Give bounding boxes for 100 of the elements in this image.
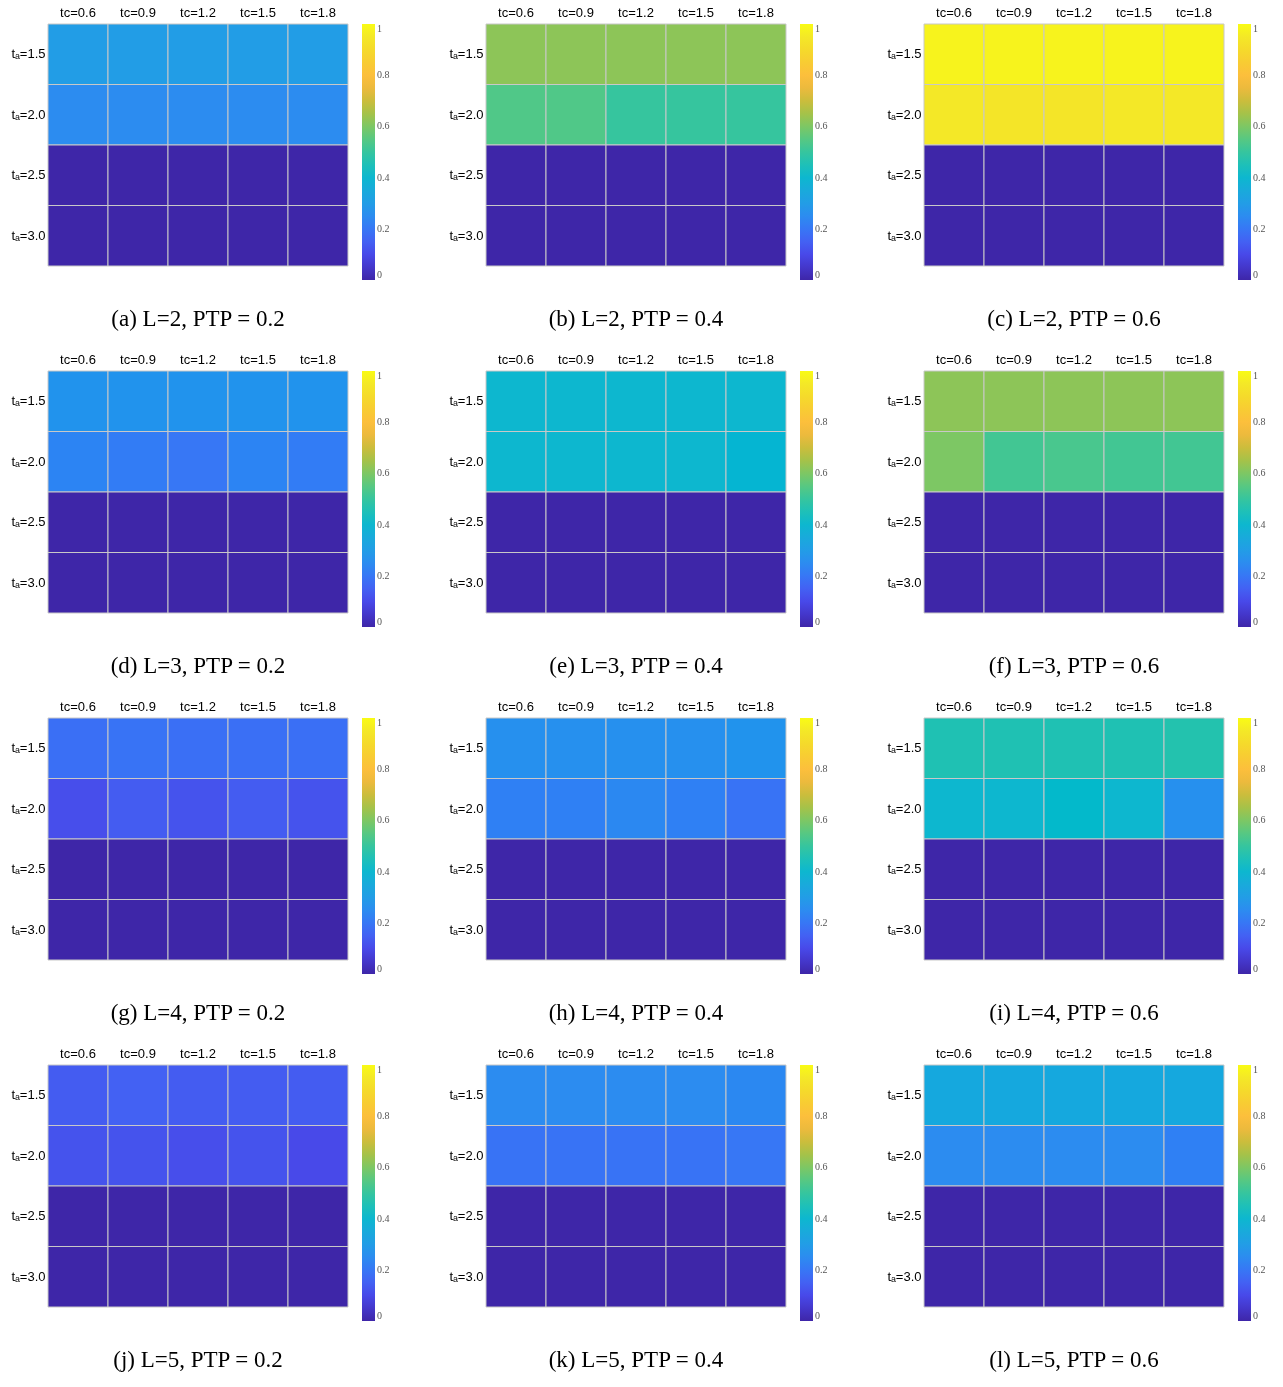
color-bar-label: 0.2 (1253, 222, 1266, 234)
color-bar-label: 0.6 (1253, 814, 1266, 826)
x-tick-label: tc=1.8 (738, 351, 774, 367)
y-tick-label: tₐ=1.5 (11, 740, 46, 756)
y-tick-label: tₐ=2.0 (449, 453, 484, 469)
y-tick-label: tₐ=2.0 (887, 800, 922, 816)
y-tick-label: tₐ=2.0 (887, 453, 922, 469)
color-bar-label: 0.4 (1253, 171, 1266, 183)
y-tick-label: tₐ=1.5 (887, 46, 922, 62)
color-bar-label: 0.8 (1253, 69, 1266, 81)
x-tick-label: tc=0.9 (558, 351, 594, 367)
color-bar-label: 1 (1253, 717, 1258, 728)
y-tick-label: tₐ=2.0 (887, 106, 922, 122)
color-bar-label: 0.6 (377, 814, 390, 826)
x-tick-label: tc=0.6 (936, 4, 972, 20)
color-bar-label: 0.6 (1253, 1161, 1266, 1173)
color-bar-label: 0.2 (815, 1263, 828, 1275)
x-tick-label: tc=1.2 (180, 1045, 216, 1061)
text: (l) L=5, PTP = 0.6 (989, 1347, 1159, 1372)
color-bar-label: 0.8 (815, 69, 828, 81)
color-bar-label: 0 (1253, 963, 1258, 974)
color-bar-label: 0 (815, 1310, 820, 1321)
color-bar-label: 1 (377, 717, 382, 728)
color-bar-label: 0.6 (377, 1161, 390, 1173)
y-tick-label: tₐ=3.0 (11, 921, 46, 937)
y-tick-label: tₐ=1.5 (449, 46, 484, 62)
y-tick-label: tₐ=3.0 (449, 1268, 484, 1284)
color-bar-label: 0.8 (377, 416, 390, 428)
x-tick-label: tc=0.9 (996, 4, 1032, 20)
text: (f) L=3, PTP = 0.6 (988, 653, 1160, 678)
x-tick-label: tc=0.6 (936, 1045, 972, 1061)
x-tick-label: tc=0.9 (120, 1045, 156, 1061)
y-tick-label: tₐ=3.0 (887, 921, 922, 937)
text: (g) L=4, PTP = 0.2 (110, 1000, 286, 1025)
color-bar-label: 0.4 (815, 1212, 828, 1224)
color-bar-label: 0.8 (815, 1110, 828, 1122)
x-tick-label: tc=1.2 (1056, 4, 1092, 20)
color-bar-label: 1 (377, 370, 382, 381)
y-tick-label: tₐ=2.5 (449, 861, 484, 877)
color-bar-label: 0.6 (1253, 120, 1266, 132)
x-tick-label: tc=1.5 (678, 351, 714, 367)
color-bar-label: 0.6 (1253, 467, 1266, 479)
color-bar-label: 1 (377, 23, 382, 34)
x-tick-label: tc=1.8 (300, 351, 336, 367)
text: (b) L=2, PTP = 0.4 (548, 306, 724, 331)
y-tick-label: tₐ=2.0 (449, 800, 484, 816)
color-bar-label: 0.8 (377, 763, 390, 775)
color-bar-label: 0.6 (377, 120, 390, 132)
y-tick-label: tₐ=2.5 (887, 167, 922, 183)
y-tick-label: tₐ=1.5 (449, 393, 484, 409)
color-bar-label: 0.4 (1253, 865, 1266, 877)
color-bar-label: 0.4 (377, 1212, 390, 1224)
color-bar-label: 0.4 (377, 865, 390, 877)
color-bar-label: 0 (1253, 269, 1258, 280)
x-tick-label: tc=0.9 (120, 698, 156, 714)
text: (k) L=5, PTP = 0.4 (548, 1347, 724, 1372)
y-tick-label: tₐ=1.5 (887, 1087, 922, 1103)
x-tick-label: tc=1.8 (738, 4, 774, 20)
color-bar-label: 0.6 (815, 467, 828, 479)
text: (j) L=5, PTP = 0.2 (113, 1347, 283, 1372)
x-tick-label: tc=0.9 (996, 351, 1032, 367)
color-bar-label: 0 (815, 963, 820, 974)
y-tick-label: tₐ=1.5 (887, 393, 922, 409)
y-tick-label: tₐ=3.0 (11, 1268, 46, 1284)
color-bar-label: 1 (815, 23, 820, 34)
x-tick-label: tc=0.9 (120, 4, 156, 20)
y-tick-label: tₐ=2.0 (887, 1147, 922, 1163)
color-bar-label: 1 (815, 370, 820, 381)
y-tick-label: tₐ=2.5 (887, 861, 922, 877)
y-tick-label: tₐ=2.5 (11, 167, 46, 183)
x-tick-label: tc=1.5 (1116, 698, 1152, 714)
x-tick-label: tc=1.2 (180, 4, 216, 20)
color-bar-label: 0.8 (377, 69, 390, 81)
color-bar-label: 0.2 (377, 222, 390, 234)
color-bar-label: 0 (1253, 1310, 1258, 1321)
color-bar-label: 0.8 (1253, 763, 1266, 775)
x-tick-label: tc=1.5 (240, 351, 276, 367)
y-tick-label: tₐ=3.0 (887, 574, 922, 590)
x-tick-label: tc=1.2 (618, 351, 654, 367)
x-tick-label: tc=0.6 (60, 1045, 96, 1061)
x-tick-label: tc=1.5 (1116, 351, 1152, 367)
x-tick-label: tc=1.2 (618, 4, 654, 20)
color-bar-label: 0.8 (1253, 1110, 1266, 1122)
x-tick-label: tc=1.5 (678, 4, 714, 20)
y-tick-label: tₐ=3.0 (449, 227, 484, 243)
color-bar-label: 0.2 (1253, 569, 1266, 581)
color-bar-label: 0.8 (815, 416, 828, 428)
text: (a) L=2, PTP = 0.2 (111, 306, 285, 331)
color-bar-label: 1 (815, 1064, 820, 1075)
x-tick-label: tc=0.6 (936, 351, 972, 367)
x-tick-label: tc=0.6 (498, 4, 534, 20)
y-tick-label: tₐ=3.0 (11, 574, 46, 590)
x-tick-label: tc=0.9 (996, 698, 1032, 714)
x-tick-label: tc=1.8 (1176, 698, 1212, 714)
x-tick-label: tc=0.6 (498, 698, 534, 714)
x-tick-label: tc=0.6 (498, 1045, 534, 1061)
x-tick-label: tc=1.8 (738, 1045, 774, 1061)
y-tick-label: tₐ=2.5 (449, 514, 484, 530)
color-bar-label: 0.2 (1253, 1263, 1266, 1275)
y-tick-label: tₐ=2.0 (11, 1147, 46, 1163)
